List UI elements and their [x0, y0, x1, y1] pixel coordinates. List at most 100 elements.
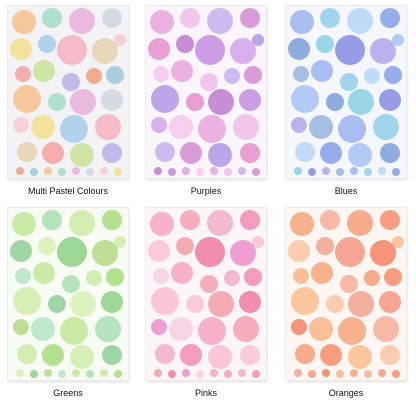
dot-sticker: [364, 270, 380, 286]
dot-sticker: [151, 117, 167, 133]
dot-sticker: [380, 345, 400, 365]
dot-sticker: [60, 115, 88, 143]
dot-sticker: [378, 369, 386, 377]
dot-sticker: [15, 66, 31, 82]
dot-sticker: [182, 369, 190, 377]
dot-sticker: [114, 168, 122, 176]
dot-sticker: [230, 240, 256, 266]
dot-sticker: [291, 117, 307, 133]
dot-sticker: [48, 295, 66, 313]
dot-sticker: [101, 89, 123, 111]
dot-sticker: [42, 210, 62, 230]
dot-sticker: [12, 212, 36, 236]
sheet-caption: Multi Pastel Colours: [27, 186, 109, 196]
dot-sticker: [70, 89, 96, 115]
dot-sticker: [38, 35, 56, 53]
dot-sticker: [338, 115, 366, 143]
dot-sticker: [106, 268, 124, 286]
dot-sticker: [154, 369, 162, 377]
dot-sticker: [10, 38, 32, 60]
dot-sticker: [244, 66, 262, 84]
dot-sticker: [364, 168, 372, 176]
dot-sticker: [42, 344, 64, 366]
dot-sticker: [350, 369, 358, 377]
sticker-sheet-multi-pastel: [8, 6, 128, 178]
dot-sticker: [13, 319, 29, 335]
dot-sticker: [153, 268, 169, 284]
dot-sticker: [364, 68, 380, 84]
dot-sticker: [196, 168, 204, 176]
dot-sticker: [182, 167, 190, 175]
dot-sticker-art: [286, 208, 406, 380]
dot-sticker: [155, 344, 175, 364]
dot-sticker: [294, 369, 302, 377]
dot-sticker: [186, 93, 204, 111]
dot-sticker: [309, 317, 333, 341]
dot-sticker: [384, 268, 402, 286]
dot-sticker: [17, 142, 37, 162]
sheet-cell-0: Multi Pastel Colours: [8, 6, 146, 214]
dot-sticker: [207, 210, 233, 236]
dot-sticker: [102, 345, 122, 365]
dot-sticker: [72, 369, 80, 377]
sheet-caption: Pinks: [194, 388, 217, 398]
dot-sticker: [42, 8, 62, 28]
dot-sticker: [48, 93, 66, 111]
dot-sticker: [72, 167, 80, 175]
dot-sticker: [309, 115, 333, 139]
dot-sticker: [252, 370, 260, 378]
dot-sticker: [114, 236, 126, 248]
dot-sticker: [240, 345, 260, 365]
dot-sticker: [311, 60, 333, 82]
dot-sticker: [347, 8, 373, 34]
dot-sticker: [70, 291, 96, 317]
dot-sticker: [392, 236, 404, 248]
dot-sticker: [62, 73, 80, 91]
dot-sticker: [186, 295, 204, 313]
dot-sticker: [42, 142, 64, 164]
dot-sticker: [200, 275, 218, 293]
dot-sticker: [16, 167, 24, 175]
dot-sticker: [57, 35, 87, 65]
dot-sticker: [200, 73, 218, 91]
dot-sticker: [100, 369, 108, 377]
dot-sticker: [69, 8, 95, 34]
dot-sticker: [336, 370, 344, 378]
dot-sticker: [316, 237, 334, 255]
dot-sticker: [380, 8, 400, 28]
dot-sticker: [208, 143, 232, 167]
dot-sticker: [180, 142, 202, 164]
dot-sticker: [151, 287, 179, 315]
dot-sticker: [86, 270, 102, 286]
dot-sticker: [180, 344, 202, 366]
dot-sticker: [10, 240, 32, 262]
sheet-cell-5: Oranges: [286, 208, 416, 416]
dot-sticker: [176, 237, 194, 255]
dot-sticker: [207, 8, 233, 34]
dot-sticker: [17, 344, 37, 364]
dot-sticker: [308, 168, 316, 176]
dot-sticker: [340, 275, 358, 293]
dot-sticker: [370, 240, 396, 266]
dot-sticker: [340, 73, 358, 91]
dot-sticker: [101, 291, 123, 313]
dot-sticker: [252, 236, 264, 248]
dot-sticker: [348, 143, 372, 167]
sheet-caption: Blues: [334, 186, 358, 196]
dot-sticker: [150, 10, 174, 34]
dot-sticker: [320, 142, 342, 164]
dot-sticker: [335, 35, 365, 65]
dot-sticker: [322, 369, 330, 377]
dot-sticker: [154, 167, 162, 175]
dot-sticker: [244, 268, 262, 286]
dot-sticker: [58, 168, 66, 176]
dot-sticker: [392, 34, 404, 46]
dot-sticker: [293, 268, 309, 284]
dot-sticker: [335, 237, 365, 267]
dot-sticker: [252, 34, 264, 46]
dot-sticker: [102, 210, 122, 230]
dot-sticker: [151, 319, 167, 335]
dot-sticker: [370, 38, 396, 64]
dot-sticker: [171, 262, 193, 284]
